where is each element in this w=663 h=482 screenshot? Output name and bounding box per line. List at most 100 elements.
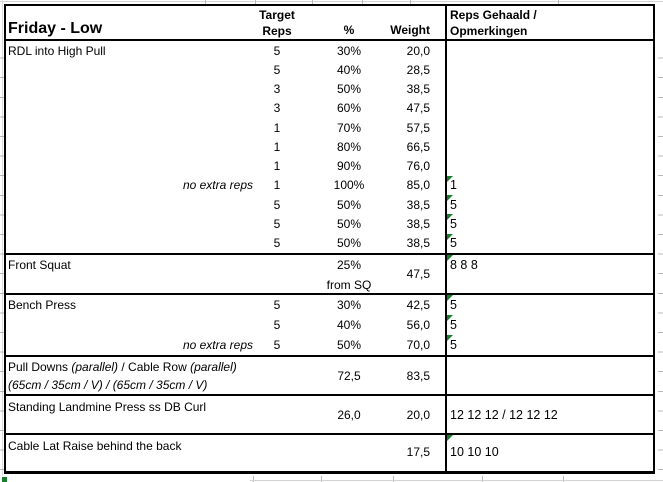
table-header-row: Friday - Low Target Reps % Weight Reps G… [6,6,653,41]
exercise-name-line1: Pull Downs (parallel) / Cable Row (paral… [8,359,237,374]
reps-achieved-cell[interactable]: 12 12 12 / 12 12 12 [450,407,558,422]
note-cell[interactable]: no extra reps [182,338,253,352]
exercise-name-cell[interactable]: Pull Downs (parallel) / Cable Row (paral… [8,357,298,394]
gridline-tick [410,0,411,4]
percent-note-cell[interactable]: from SQ [326,278,372,292]
reps-achieved-cell[interactable]: 5 [447,214,652,233]
comment-flag-icon [447,233,453,240]
weight-cell[interactable]: 85,0 [406,178,430,193]
exercise-name-cell[interactable]: Front Squat [8,258,71,272]
target-reps-cell[interactable]: 3 [273,101,281,116]
reps-achieved-cell[interactable] [447,80,652,99]
percent-cell[interactable]: 80% [336,139,362,154]
percent-cell[interactable]: 30% [336,43,362,58]
weight-cell[interactable]: 66,5 [406,139,430,154]
weight-cell[interactable]: 38,5 [406,217,430,232]
reps-achieved-cell[interactable]: 5 [447,195,652,214]
percent-cell[interactable]: 100% [333,178,365,193]
table-row: 1 90% 76,0 [6,157,653,176]
weight-cell[interactable]: 20,0 [406,407,430,422]
column-header-reps-gehaald[interactable]: Reps Gehaald / Opmerkingen [450,8,537,38]
green-corner-mark [2,477,7,482]
reps-achieved-cell[interactable] [447,157,652,176]
row-gridline-ticks [0,39,4,472]
section-front-squat: Front Squat 25% from SQ 47,5 8 8 8 [6,255,653,295]
weight-cell[interactable]: 70,0 [406,338,430,352]
exercise-name-cell[interactable]: Standing Landmine Press ss DB Curl [8,400,207,414]
weight-cell[interactable]: 38,5 [406,197,430,212]
percent-cell[interactable]: 26,0 [337,407,361,422]
target-reps-cell[interactable]: 1 [273,120,281,135]
weight-cell[interactable]: 28,5 [406,62,430,77]
target-reps-cell[interactable]: 1 [273,139,281,154]
percent-cell[interactable]: 50% [336,197,362,212]
percent-cell[interactable]: 70% [336,120,362,135]
note-cell[interactable]: no extra reps [182,178,253,193]
reps-achieved-cell[interactable] [447,137,652,156]
gridline [250,480,663,481]
target-reps-cell[interactable]: 5 [273,298,281,312]
percent-cell[interactable]: 50% [336,236,362,251]
table-row: no extra reps 1 100% 85,0 1 [6,175,653,195]
reps-achieved-cell[interactable]: 1 [447,175,652,195]
column-header-percent[interactable]: % [343,23,355,37]
weight-cell[interactable]: 47,5 [406,267,430,281]
exercise-name-cell[interactable]: Bench Press [8,298,77,312]
reps-achieved-cell[interactable]: 5 [447,233,652,253]
percent-cell[interactable]: 40% [336,62,362,77]
reps-achieved-cell[interactable] [447,99,652,118]
column-header-target-reps[interactable]: Target Reps [259,8,295,38]
target-reps-cell[interactable]: 5 [273,318,281,332]
target-reps-cell[interactable]: 5 [273,338,281,352]
percent-cell[interactable]: 50% [336,82,362,97]
target-reps-cell[interactable]: 5 [273,43,281,58]
weight-cell[interactable]: 56,0 [406,318,430,332]
weight-cell[interactable]: 76,0 [406,159,430,174]
percent-cell[interactable]: 50% [336,338,362,352]
percent-cell[interactable]: 60% [336,101,362,116]
comment-flag-icon [447,295,453,301]
percent-cell[interactable]: 25% [336,258,362,272]
target-reps-cell[interactable]: 5 [273,236,281,251]
weight-cell[interactable]: 20,0 [406,43,430,58]
target-reps-cell[interactable]: 3 [273,82,281,97]
comment-flag-icon [447,255,453,261]
reps-achieved-cell[interactable]: 8 8 8 [447,255,652,275]
table-row: 5 50% 38,5 5 [6,195,653,214]
section-bench-press: Bench Press 5 30% 42,5 5 5 40% 56,0 5 no… [6,295,653,357]
reps-achieved-cell[interactable]: 10 10 10 [447,435,652,468]
percent-cell[interactable]: 90% [336,159,362,174]
gridline-tick [558,0,559,4]
weight-cell[interactable]: 38,5 [406,82,430,97]
target-reps-cell[interactable]: 1 [273,159,281,174]
percent-cell[interactable]: 40% [336,318,362,332]
exercise-name-cell[interactable]: Cable Lat Raise behind the back [8,439,182,453]
weight-cell[interactable]: 47,5 [406,101,430,116]
column-header-weight[interactable]: Weight [390,23,430,37]
reps-achieved-cell[interactable] [447,41,652,60]
percent-cell[interactable]: 72,5 [337,368,361,383]
weight-cell[interactable]: 17,5 [406,444,430,459]
reps-achieved-cell[interactable]: 5 [447,315,652,335]
table-row: Bench Press 5 30% 42,5 5 [6,295,653,315]
weight-cell[interactable]: 83,5 [406,368,430,383]
table-row: 5 50% 38,5 5 [6,233,653,253]
reps-achieved-cell[interactable] [447,60,652,79]
weight-cell[interactable]: 38,5 [406,236,430,251]
target-reps-cell[interactable]: 5 [273,197,281,212]
sheet-title[interactable]: Friday - Low [8,20,103,37]
weight-cell[interactable]: 42,5 [406,298,430,312]
reps-achieved-cell[interactable] [447,357,652,394]
reps-achieved-cell[interactable] [447,118,652,137]
percent-cell[interactable]: 50% [336,217,362,232]
target-reps-cell[interactable]: 1 [273,178,281,193]
exercise-name-cell[interactable]: RDL into High Pull [8,43,106,58]
target-reps-cell[interactable]: 5 [273,62,281,77]
reps-achieved-cell[interactable]: 5 [447,335,652,355]
target-reps-cell[interactable]: 5 [273,217,281,232]
weight-cell[interactable]: 57,5 [406,120,430,135]
reps-achieved-cell[interactable]: 5 [447,295,652,315]
percent-cell[interactable]: 30% [336,298,362,312]
table-row: 1 80% 66,5 [6,137,653,156]
exercise-name-line2: (65cm / 35cm / V) / (65cm / 35cm / V) [8,377,208,392]
